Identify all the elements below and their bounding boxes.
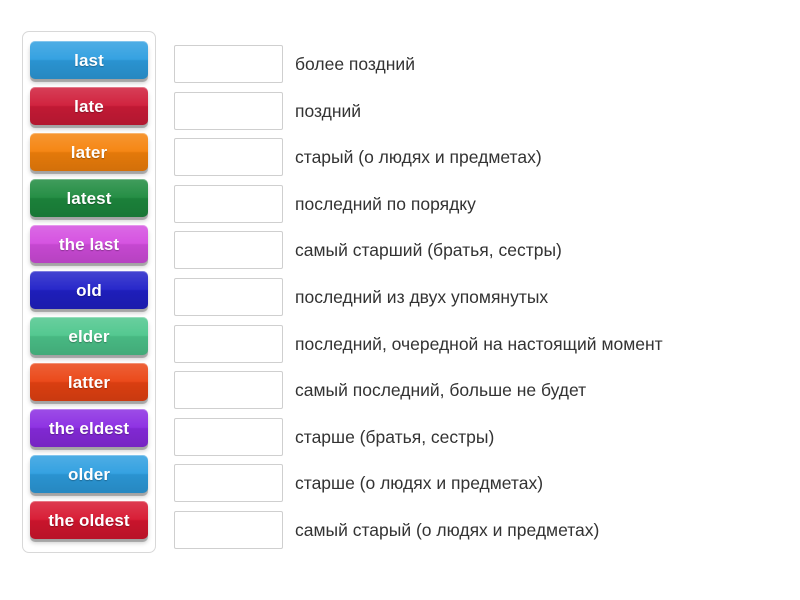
- word-tile-latter[interactable]: latter: [30, 363, 148, 401]
- answer-input-8[interactable]: [174, 371, 283, 409]
- word-tile-the-eldest[interactable]: the eldest: [30, 409, 148, 447]
- answer-input-6[interactable]: [174, 278, 283, 316]
- definition-text-6: последний из двух упомянутых: [295, 286, 549, 307]
- word-tile-tray: last late later latest the last old elder latte…: [22, 31, 156, 553]
- answer-input-7[interactable]: [174, 325, 283, 363]
- definition-text-4: последний по порядку: [295, 193, 476, 214]
- definition-text-5: самый старший (братья, сестры): [295, 239, 562, 260]
- word-tile-old[interactable]: old: [30, 271, 148, 309]
- word-tile-older[interactable]: older: [30, 455, 148, 493]
- word-tile-the-oldest[interactable]: the oldest: [30, 501, 148, 539]
- definition-text-1: более поздний: [295, 53, 415, 74]
- definition-text-2: поздний: [295, 100, 362, 121]
- word-tile-the-last[interactable]: the last: [30, 225, 148, 263]
- word-tile-later[interactable]: later: [30, 133, 148, 171]
- definition-text-8: самый последний, больше не будет: [295, 379, 587, 400]
- answer-input-1[interactable]: [174, 45, 283, 83]
- word-tile-latest[interactable]: latest: [30, 179, 148, 217]
- definition-text-7: последний, очередной на настоящий момент: [295, 333, 663, 354]
- answer-input-9[interactable]: [174, 418, 283, 456]
- answer-input-2[interactable]: [174, 92, 283, 130]
- word-tile-late[interactable]: late: [30, 87, 148, 125]
- answer-input-4[interactable]: [174, 185, 283, 223]
- definition-text-11: самый старый (о людях и предметах): [295, 519, 600, 540]
- definition-text-9: старше (братья, сестры): [295, 426, 495, 447]
- word-tile-elder[interactable]: elder: [30, 317, 148, 355]
- answer-input-10[interactable]: [174, 464, 283, 502]
- answer-input-3[interactable]: [174, 138, 283, 176]
- answer-input-11[interactable]: [174, 511, 283, 549]
- definition-text-3: старый (о людях и предметах): [295, 146, 542, 167]
- answer-input-5[interactable]: [174, 231, 283, 269]
- definition-text-10: старше (о людях и предметах): [295, 472, 544, 493]
- word-tile-last[interactable]: last: [30, 41, 148, 79]
